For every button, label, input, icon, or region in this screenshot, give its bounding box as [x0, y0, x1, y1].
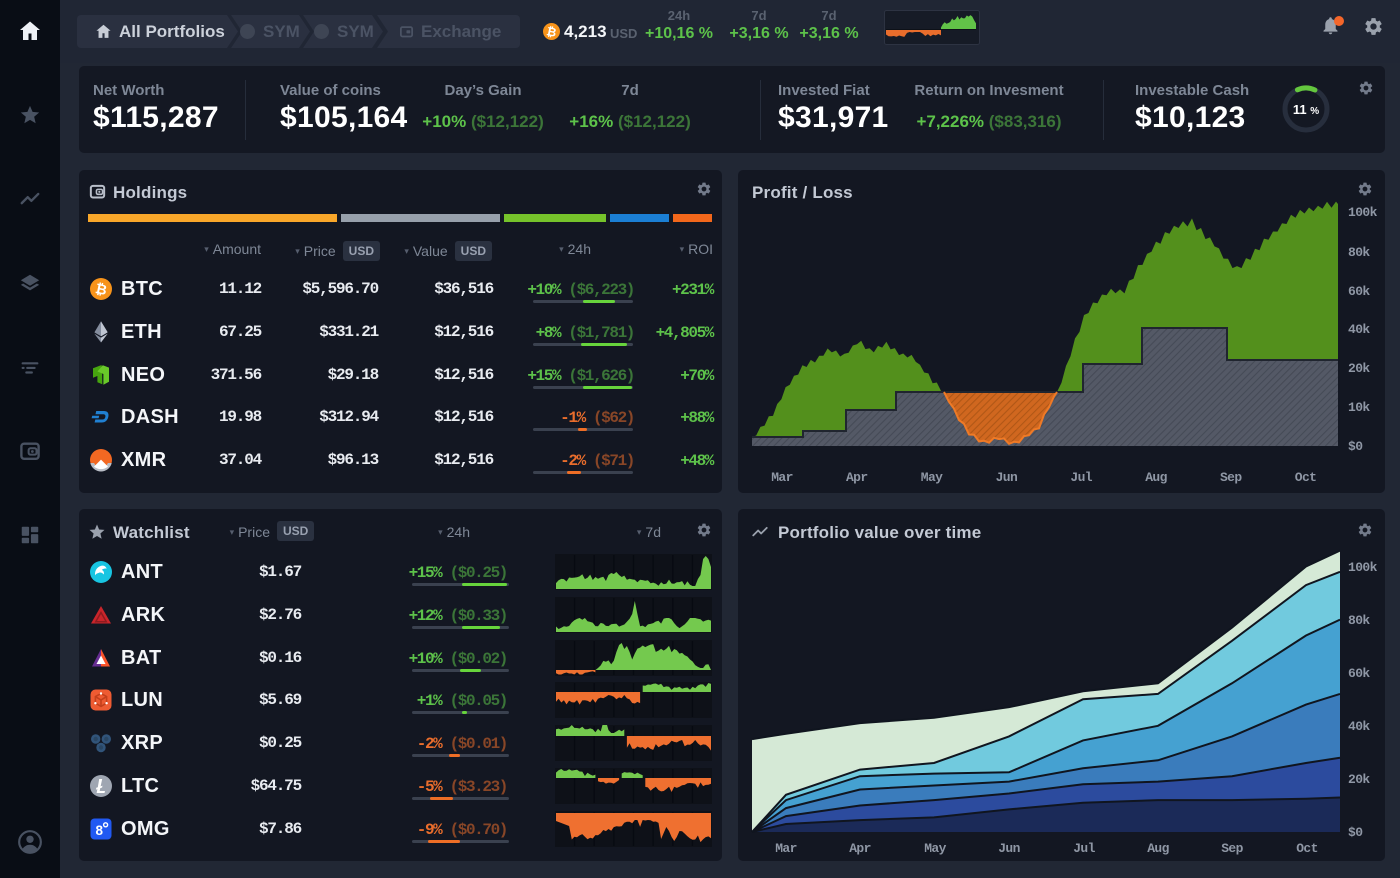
svg-text:8: 8 [96, 823, 104, 838]
svg-text:₿: ₿ [94, 280, 108, 298]
